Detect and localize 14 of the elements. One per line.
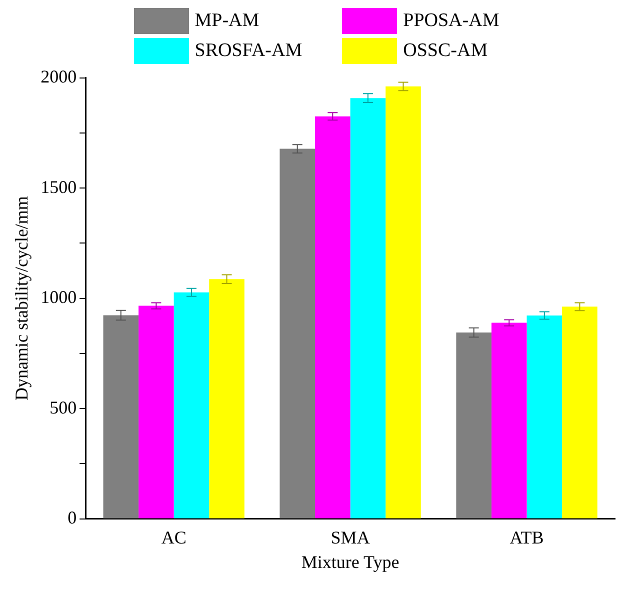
- y-tick-label: 1000: [40, 287, 77, 308]
- x-tick-label: SMA: [330, 527, 370, 548]
- x-tick-label: AC: [161, 527, 186, 548]
- y-tick-label: 500: [50, 397, 77, 418]
- y-tick-label: 0: [68, 508, 77, 528]
- legend-label: OSSC-AM: [403, 40, 488, 62]
- y-axis-title: Dynamic stability/cycle/mm: [12, 196, 32, 401]
- x-tick-label: ATB: [510, 527, 544, 548]
- x-axis-title: Mixture Type: [301, 552, 400, 572]
- legend-label: PPOSA-AM: [403, 10, 500, 32]
- y-tick-label: 2000: [40, 66, 77, 87]
- y-tick-label: 1500: [40, 176, 77, 197]
- legend-label: SROSFA-AM: [194, 40, 302, 62]
- legend-label: MP-AM: [194, 10, 260, 32]
